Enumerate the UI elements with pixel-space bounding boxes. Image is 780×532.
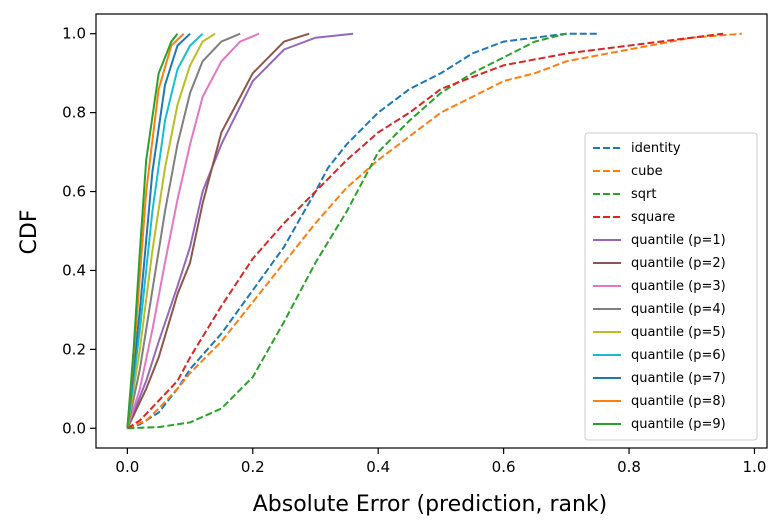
legend: identity cube sqrt square quantile (p=1) quan… <box>584 132 758 441</box>
x-tick-label: 0.2 <box>241 458 265 476</box>
y-tick-label: 0.6 <box>62 183 86 201</box>
series-line-sqrt <box>127 32 567 430</box>
legend-label: quantile (p=3) <box>631 279 726 294</box>
legend-label: identity <box>631 141 681 156</box>
series-line-quantile-p-1 <box>126 32 354 429</box>
x-axis: 0.0 0.2 0.4 0.6 0.8 1.0 <box>115 448 766 476</box>
x-tick-label: 0.8 <box>617 458 641 476</box>
series-line-identity <box>127 32 598 430</box>
series-line-quantile-p-2 <box>126 32 310 429</box>
series-line-quantile-p-6 <box>126 32 204 429</box>
y-axis: 0.0 0.2 0.4 0.6 0.8 1.0 <box>62 25 96 437</box>
legend-label: quantile (p=1) <box>631 233 726 248</box>
y-tick-label: 0.2 <box>62 340 86 358</box>
legend-label: quantile (p=5) <box>631 325 726 340</box>
series-line-quantile-p-4 <box>126 32 241 429</box>
x-axis-label: Absolute Error (prediction, rank) <box>253 492 608 517</box>
x-tick-label: 1.0 <box>743 458 767 476</box>
series-line-quantile-p-9 <box>126 33 179 429</box>
legend-label: quantile (p=7) <box>631 371 726 386</box>
y-tick-label: 0.4 <box>62 261 86 279</box>
legend-label: quantile (p=9) <box>631 417 726 432</box>
legend-label: quantile (p=8) <box>631 394 726 409</box>
x-tick-label: 0.4 <box>366 458 390 476</box>
series-line-quantile-p-5 <box>126 32 216 429</box>
y-tick-label: 0.0 <box>62 419 86 437</box>
legend-label: sqrt <box>631 187 656 202</box>
legend-label: cube <box>631 164 663 179</box>
y-tick-label: 0.8 <box>62 104 86 122</box>
legend-label: quantile (p=4) <box>631 302 726 317</box>
legend-label: quantile (p=6) <box>631 348 726 363</box>
plot-lines <box>126 32 742 430</box>
plot-frame <box>95 13 768 449</box>
series-line-quantile-p-7 <box>126 32 191 429</box>
x-tick-label: 0.0 <box>115 458 139 476</box>
series-line-quantile-p-3 <box>126 32 260 429</box>
legend-label: square <box>631 210 675 225</box>
x-tick-label: 0.6 <box>492 458 516 476</box>
y-axis-label: CDF <box>17 210 42 255</box>
legend-label: quantile (p=2) <box>631 256 726 271</box>
legend-box <box>584 132 758 441</box>
y-tick-label: 1.0 <box>62 25 86 43</box>
